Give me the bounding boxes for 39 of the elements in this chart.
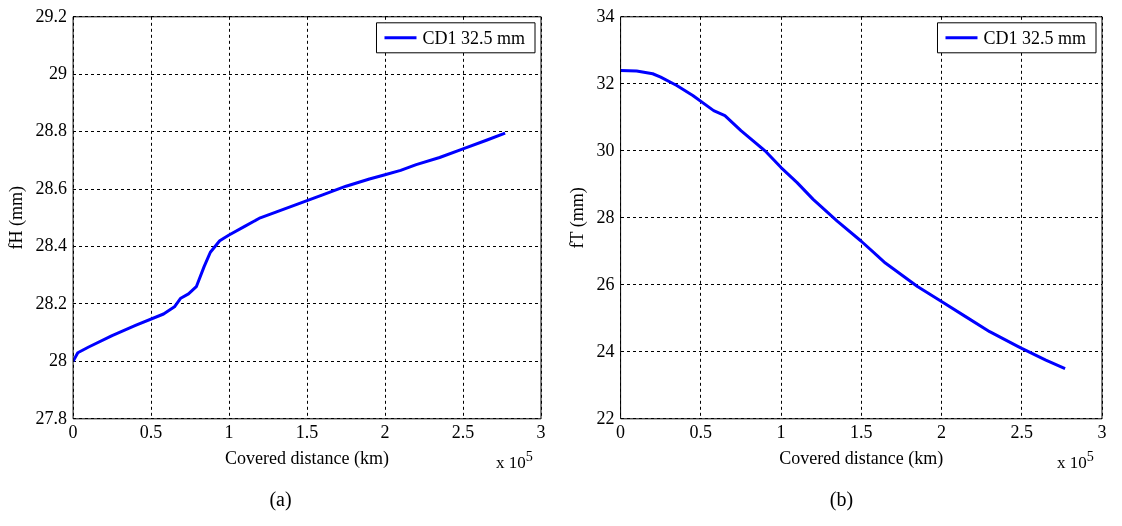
x-tick-label: 2.5	[1010, 422, 1034, 443]
legend-label: CD1 32.5 mm	[422, 27, 526, 48]
y-tick-label: 30	[596, 139, 615, 160]
y-tick-label: 34	[596, 5, 615, 26]
y-tick-label: 28.6	[35, 177, 68, 198]
x-tick-label: 1	[224, 422, 234, 443]
text: (b)	[828, 488, 855, 511]
y-tick-label: 32	[596, 72, 615, 93]
y-tick-label: 29	[49, 62, 68, 83]
text: (a)	[268, 488, 293, 511]
y-axis-title: fT (mm)	[566, 187, 588, 249]
y-tick-label: 28	[49, 350, 68, 371]
x-tick-label: 0	[68, 422, 78, 443]
y-tick-label: 28.2	[35, 292, 68, 313]
x-axis-title: Covered distance (km)	[779, 447, 944, 469]
y-tick-label: 28	[596, 206, 615, 227]
x-tick-label: 0.5	[139, 422, 163, 443]
y-tick-label: 27.8	[35, 407, 68, 428]
x-tick-label: 1.5	[295, 422, 319, 443]
y-tick-label: 22	[596, 407, 615, 428]
x-tick-label: 3	[1097, 422, 1107, 443]
x-axis-title: Covered distance (km)	[225, 447, 390, 469]
y-tick-label: 26	[596, 273, 615, 294]
text: x 10$^{5}$	[496, 448, 533, 473]
x-tick-label: 2	[380, 422, 390, 443]
x-tick-label: 2	[937, 422, 947, 443]
x-tick-label: 0	[616, 422, 626, 443]
x-tick-label: 2.5	[451, 422, 475, 443]
x-tick-label: 3	[536, 422, 546, 443]
x-tick-label: 1.5	[850, 422, 873, 443]
y-tick-label: 28.4	[35, 235, 68, 256]
y-tick-label: 29.2	[35, 5, 68, 26]
legend-label: CD1 32.5 mm	[983, 27, 1087, 48]
y-axis-title: fH (mm)	[5, 186, 27, 250]
y-tick-label: 28.8	[35, 120, 68, 141]
y-tick-label: 24	[596, 340, 615, 361]
x-tick-label: 0.5	[689, 422, 713, 443]
text: x 10$^{5}$	[1057, 448, 1094, 473]
x-tick-label: 1	[776, 422, 786, 443]
